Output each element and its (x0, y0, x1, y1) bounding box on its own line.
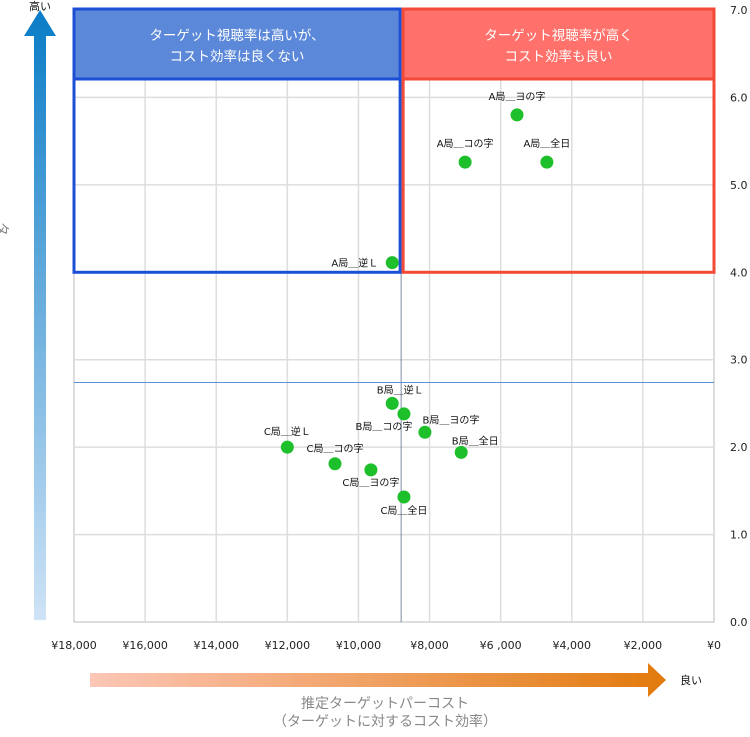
data-point (397, 407, 411, 421)
data-point-label: A局＿ヨの字 (489, 90, 546, 103)
data-point (458, 155, 472, 169)
y-tick-label: 2.0 (730, 441, 748, 454)
x-arrow-label: 良い (680, 673, 702, 687)
y-tick-label: 5.0 (730, 179, 748, 192)
x-tick-label: ¥12,000 (265, 639, 311, 652)
x-tick-label: ¥10,000 (336, 639, 382, 652)
quadrant-header (403, 9, 714, 79)
y-axis-label: ターゲットの平均視聴率 (0, 220, 10, 236)
data-point-label: C局＿コの字 (306, 442, 363, 455)
y-tick-label: 3.0 (730, 354, 748, 367)
data-point (540, 155, 554, 169)
data-point (364, 463, 378, 477)
data-point-label: C局＿全日 (380, 504, 427, 517)
x-axis-sublabel: （ターゲットに対するコスト効率） (273, 713, 497, 730)
x-tick-label: ¥6 ,000 (480, 639, 522, 652)
quadrant-header (74, 9, 401, 79)
data-point (397, 490, 411, 504)
data-point-label: B局＿逆Ｌ (377, 383, 424, 396)
quadrant-title-line1: ターゲット視聴率が高く (484, 27, 633, 44)
x-tick-label: ¥18,000 (51, 639, 97, 652)
data-point (418, 425, 432, 439)
y-tick-label: 0.0 (730, 616, 748, 629)
data-point-label: A局＿逆Ｌ (331, 257, 378, 270)
quadrant-box (72, 7, 402, 274)
x-tick-label: ¥4,000 (553, 639, 592, 652)
data-point-label: B局＿ヨの字 (422, 413, 479, 426)
x-axis-arrow (90, 663, 666, 697)
data-point-label: A局＿全日 (523, 137, 570, 150)
quadrant-box (401, 7, 716, 274)
quadrant-title-line2: コスト効率は良くない (170, 48, 305, 65)
y-tick-label: 1.0 (730, 529, 748, 542)
x-tick-label: ¥16,000 (122, 639, 168, 652)
data-point (510, 108, 524, 122)
data-point-label: B局＿コの字 (356, 420, 413, 433)
y-tick-label: 4.0 (730, 266, 748, 279)
grid (73, 9, 715, 623)
x-tick-label: ¥14,000 (193, 639, 239, 652)
x-tick-label: ¥2,000 (624, 639, 663, 652)
data-point (385, 256, 399, 270)
data-point (280, 440, 294, 454)
data-point-label: B局＿全日 (452, 434, 499, 447)
y-tick-label: 6.0 (730, 91, 748, 104)
y-axis-arrow (24, 10, 56, 620)
points: A局＿ヨの字 A局＿コの字 A局＿全日 A局＿逆Ｌ B局＿逆Ｌ B局＿コの字 B局＿ヨの字 B… (264, 90, 570, 517)
x-tick-label: ¥8,000 (410, 639, 449, 652)
x-axis-label: 推定ターゲットパーコスト (301, 696, 469, 712)
data-point-label: A局＿コの字 (437, 137, 494, 150)
y-arrow-label: 高い (29, 0, 51, 13)
data-point-label: C局＿逆Ｌ (264, 425, 311, 438)
quadrant-title-line1: ターゲット視聴率は高いが、 (149, 27, 324, 44)
y-tick-label: 7.0 (730, 4, 748, 17)
data-point (454, 445, 468, 459)
ticks: ¥18,000 ¥16,000 ¥14,000 ¥12,000 ¥10,000 ¥8,00… (51, 4, 747, 652)
quadrants: ターゲット視聴率は高いが、コスト効率は良くない ターゲット視聴率が高くコスト効率も… (72, 7, 716, 274)
quadrant-title-line2: コスト効率も良い (505, 48, 613, 65)
data-point (385, 396, 399, 410)
plot-area (73, 9, 715, 623)
x-tick-label: ¥0 (707, 639, 721, 652)
data-point (328, 457, 342, 471)
data-point-label: C局＿ヨの字 (342, 476, 399, 489)
